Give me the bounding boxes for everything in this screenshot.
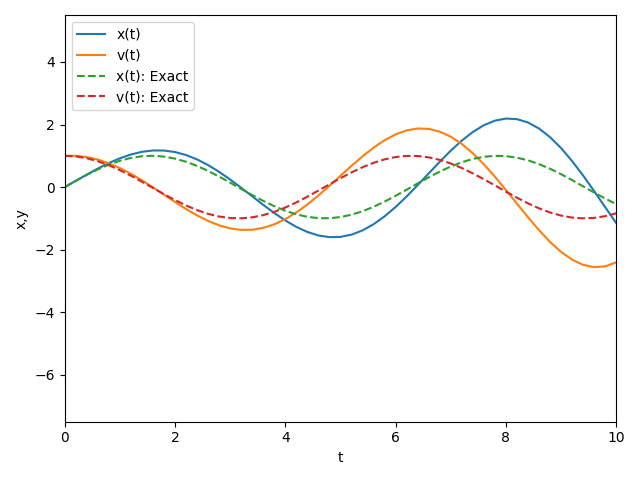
v(t): Exact: (3.2, -0.998): Exact: (3.2, -0.998) xyxy=(237,216,245,221)
x(t) xyxy=(227,177,234,182)
Line: v(t): v(t) xyxy=(65,129,616,267)
v(t): Exact: (0, 1): Exact: (0, 1) xyxy=(61,153,68,159)
v(t): Exact: (10, -0.839): Exact: (10, -0.839) xyxy=(612,210,620,216)
x(t): Exact: (3.4, -0.256): Exact: (3.4, -0.256) xyxy=(248,192,256,198)
v(t) xyxy=(612,260,620,265)
x(t): Exact: (0, 0): Exact: (0, 0) xyxy=(61,184,68,190)
v(t) xyxy=(182,206,190,212)
x(t) xyxy=(436,159,444,165)
v(t): Exact: (6.6, 0.95): Exact: (6.6, 0.95) xyxy=(425,155,433,160)
v(t) xyxy=(237,227,245,233)
x(t) xyxy=(61,184,68,190)
v(t) xyxy=(602,264,609,269)
v(t): Exact: (3, -0.99): Exact: (3, -0.99) xyxy=(227,215,234,221)
x(t): Exact: (3.2, -0.0584): Exact: (3.2, -0.0584) xyxy=(237,186,245,192)
x(t) xyxy=(602,204,609,210)
v(t) xyxy=(414,126,422,132)
x(t): Exact: (9.8, -0.366): Exact: (9.8, -0.366) xyxy=(602,196,609,202)
x(t): Exact: (10, -0.544): Exact: (10, -0.544) xyxy=(612,201,620,207)
v(t): Exact: (9.8, -0.93): Exact: (9.8, -0.93) xyxy=(602,213,609,219)
x(t) xyxy=(469,129,477,135)
v(t) xyxy=(61,153,68,159)
v(t) xyxy=(436,129,444,134)
Line: x(t): x(t) xyxy=(65,119,616,237)
v(t): Exact: (7.2, 0.608): Exact: (7.2, 0.608) xyxy=(458,165,466,171)
v(t): Exact: (9.4, -1): Exact: (9.4, -1) xyxy=(579,216,587,221)
x(t) xyxy=(612,220,620,226)
v(t) xyxy=(227,226,234,231)
x(t): Exact: (4.8, -0.996): Exact: (4.8, -0.996) xyxy=(326,216,333,221)
x(t) xyxy=(326,234,333,240)
x(t): Exact: (7, 0.657): Exact: (7, 0.657) xyxy=(447,164,454,169)
X-axis label: t: t xyxy=(338,451,343,465)
v(t) xyxy=(469,150,477,156)
Line: x(t): Exact: x(t): Exact xyxy=(65,156,616,218)
Y-axis label: x,y: x,y xyxy=(15,208,29,229)
v(t) xyxy=(590,264,598,270)
x(t) xyxy=(237,185,245,191)
Legend: x(t), v(t), x(t): Exact, v(t): Exact: x(t), v(t), x(t): Exact, v(t): Exact xyxy=(72,22,194,110)
x(t): Exact: (1.6, 1): Exact: (1.6, 1) xyxy=(149,153,157,159)
x(t) xyxy=(502,116,509,121)
x(t): Exact: (7.6, 0.968): Exact: (7.6, 0.968) xyxy=(480,154,488,160)
v(t): Exact: (2.2, -0.589): Exact: (2.2, -0.589) xyxy=(182,203,190,208)
x(t) xyxy=(182,152,190,158)
Line: v(t): Exact: v(t): Exact xyxy=(65,156,616,218)
x(t): Exact: (2.4, 0.675): Exact: (2.4, 0.675) xyxy=(193,163,201,169)
